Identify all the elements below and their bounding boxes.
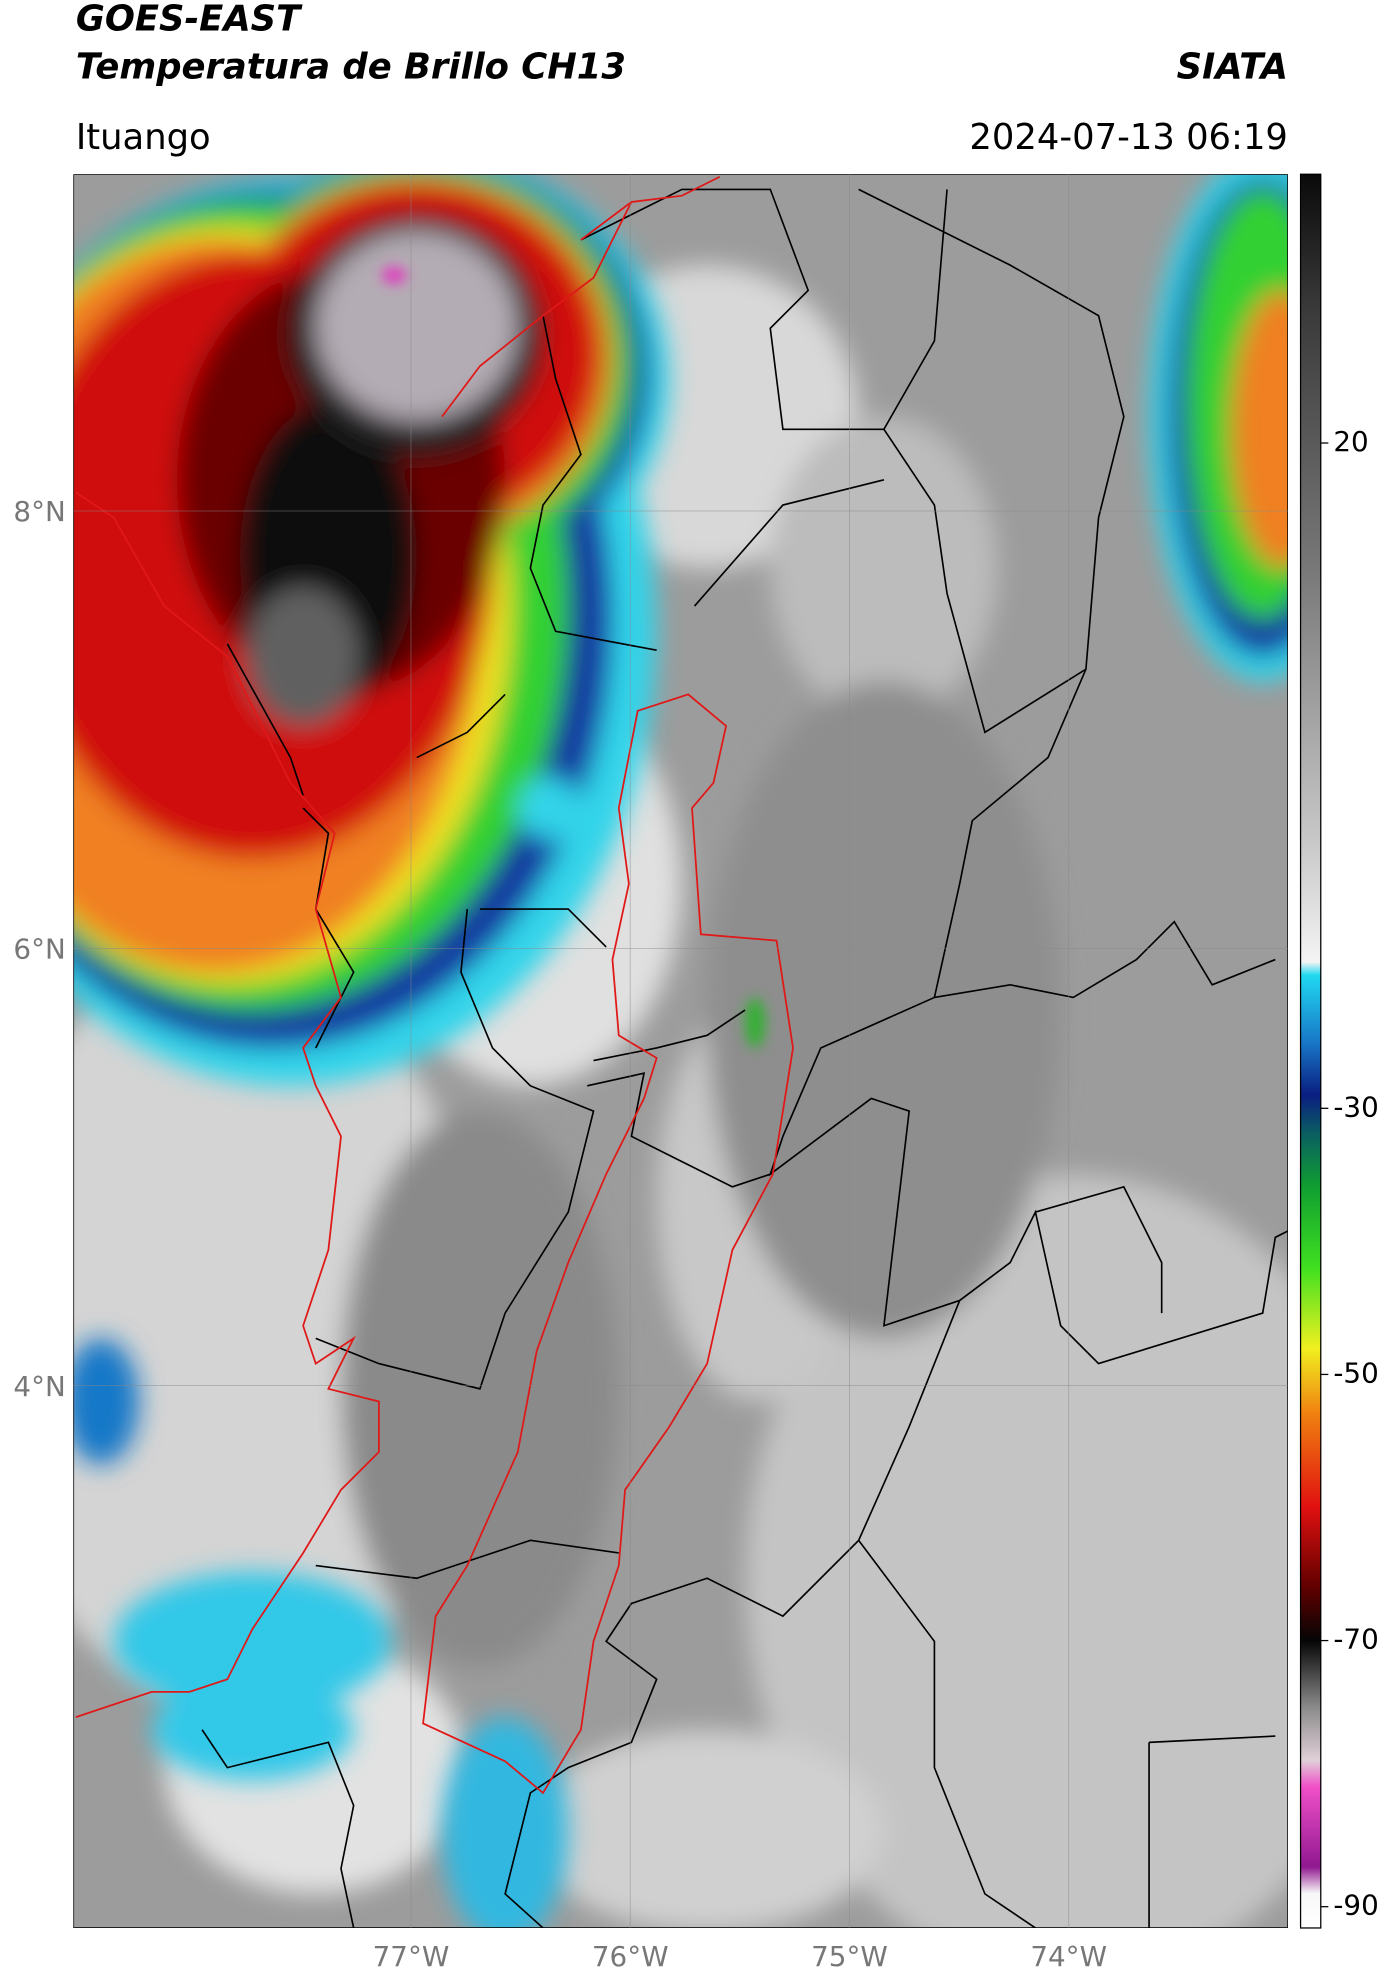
title: GOES-EAST: [76, 0, 303, 39]
brand: SIATA: [1177, 46, 1288, 87]
satellite-image: [73, 174, 1288, 1928]
x-tick-label: 76°W: [592, 1940, 669, 1973]
colorbar-tick-label: 20: [1333, 425, 1368, 458]
x-tick-label: 75°W: [811, 1940, 888, 1973]
colorbar-tick-label: -70: [1333, 1623, 1378, 1656]
y-tick-label: 6°N: [13, 932, 65, 965]
y-tick-label: 8°N: [13, 495, 65, 528]
ituango-boundary: [75, 175, 794, 1795]
subtitle: Temperatura de Brillo CH13: [76, 46, 626, 87]
x-tick-label: 77°W: [373, 1940, 450, 1973]
x-tick-label: 74°W: [1030, 1940, 1107, 1973]
colorbar: 20 -30 -50 -70 -90: [1299, 173, 1379, 1929]
colorbar-tick-label: -50: [1333, 1356, 1378, 1389]
timestamp: 2024-07-13 06:19: [969, 117, 1288, 158]
location: Ituango: [76, 117, 211, 158]
colorbar-scale: [1299, 173, 1322, 1929]
y-tick-label: 4°N: [13, 1370, 65, 1403]
colorbar-tick-label: -90: [1333, 1889, 1378, 1922]
map-axes: 77°W 76°W 75°W 74°W 8°N 6°N 4°N: [13, 174, 1288, 1973]
colorbar-tick-label: -30: [1333, 1090, 1378, 1123]
